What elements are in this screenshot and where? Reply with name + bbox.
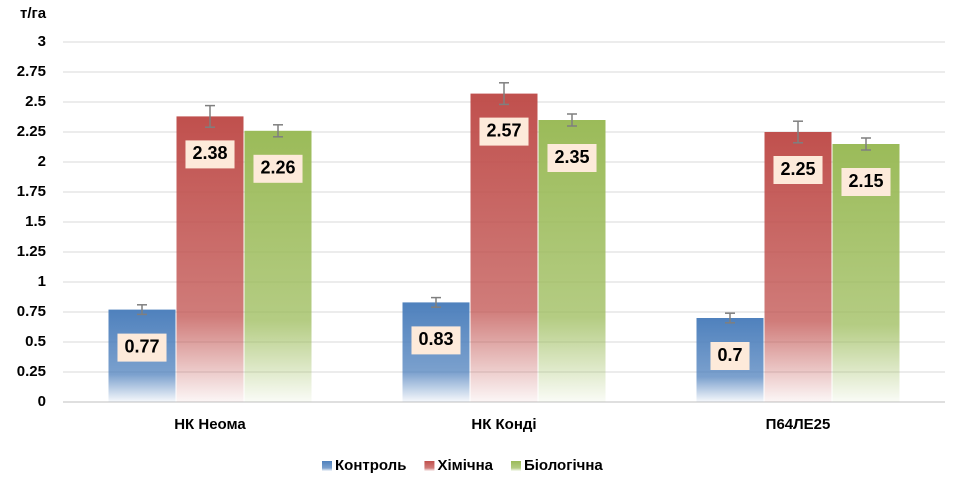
- data-label-box: [253, 154, 303, 183]
- data-label: 2.35: [554, 147, 589, 167]
- data-label: 2.38: [192, 143, 227, 163]
- legend-label: Хімічна: [437, 457, 493, 474]
- y-tick-label: 1.75: [17, 183, 46, 200]
- y-tick-label: 0.25: [17, 363, 46, 380]
- x-tick-label: НК Неома: [174, 416, 246, 433]
- data-label: 0.7: [717, 345, 742, 365]
- legend-swatch: [322, 461, 332, 471]
- x-tick-label: П64ЛЕ25: [766, 416, 831, 433]
- data-label-box: [411, 326, 461, 355]
- data-label-box: [479, 117, 529, 146]
- y-tick-label: 0.75: [17, 303, 46, 320]
- y-tick-label: 2.25: [17, 123, 46, 140]
- y-tick-label: 2.5: [25, 93, 46, 110]
- data-label-box: [841, 168, 891, 196]
- data-label: 2.26: [260, 158, 295, 178]
- x-tick-label: НК Конді: [471, 416, 536, 433]
- data-label: 2.15: [848, 171, 883, 191]
- y-tick-label: 2: [38, 153, 46, 170]
- data-label-box: [185, 140, 235, 169]
- data-label-box: [547, 144, 597, 172]
- data-label: 2.57: [486, 120, 521, 140]
- y-tick-label: 1.5: [25, 213, 46, 230]
- y-tick-label: 0: [38, 393, 46, 410]
- data-label-box: [773, 156, 823, 184]
- y-axis-label: т/га: [20, 5, 47, 22]
- y-tick-label: 1.25: [17, 243, 46, 260]
- legend-label: Біологічна: [524, 457, 603, 474]
- data-label: 0.77: [124, 336, 159, 356]
- data-label: 2.25: [780, 159, 815, 179]
- data-label: 0.83: [418, 329, 453, 349]
- y-tick-label: 0.5: [25, 333, 46, 350]
- data-label-box: [117, 333, 167, 362]
- data-label-box: [710, 342, 750, 370]
- legend-swatch: [424, 461, 435, 471]
- legend-label: Контроль: [335, 457, 406, 474]
- y-tick-label: 1: [38, 273, 46, 290]
- y-tick-label: 3: [38, 33, 46, 50]
- y-tick-label: 2.75: [17, 63, 46, 80]
- legend-swatch: [510, 461, 521, 471]
